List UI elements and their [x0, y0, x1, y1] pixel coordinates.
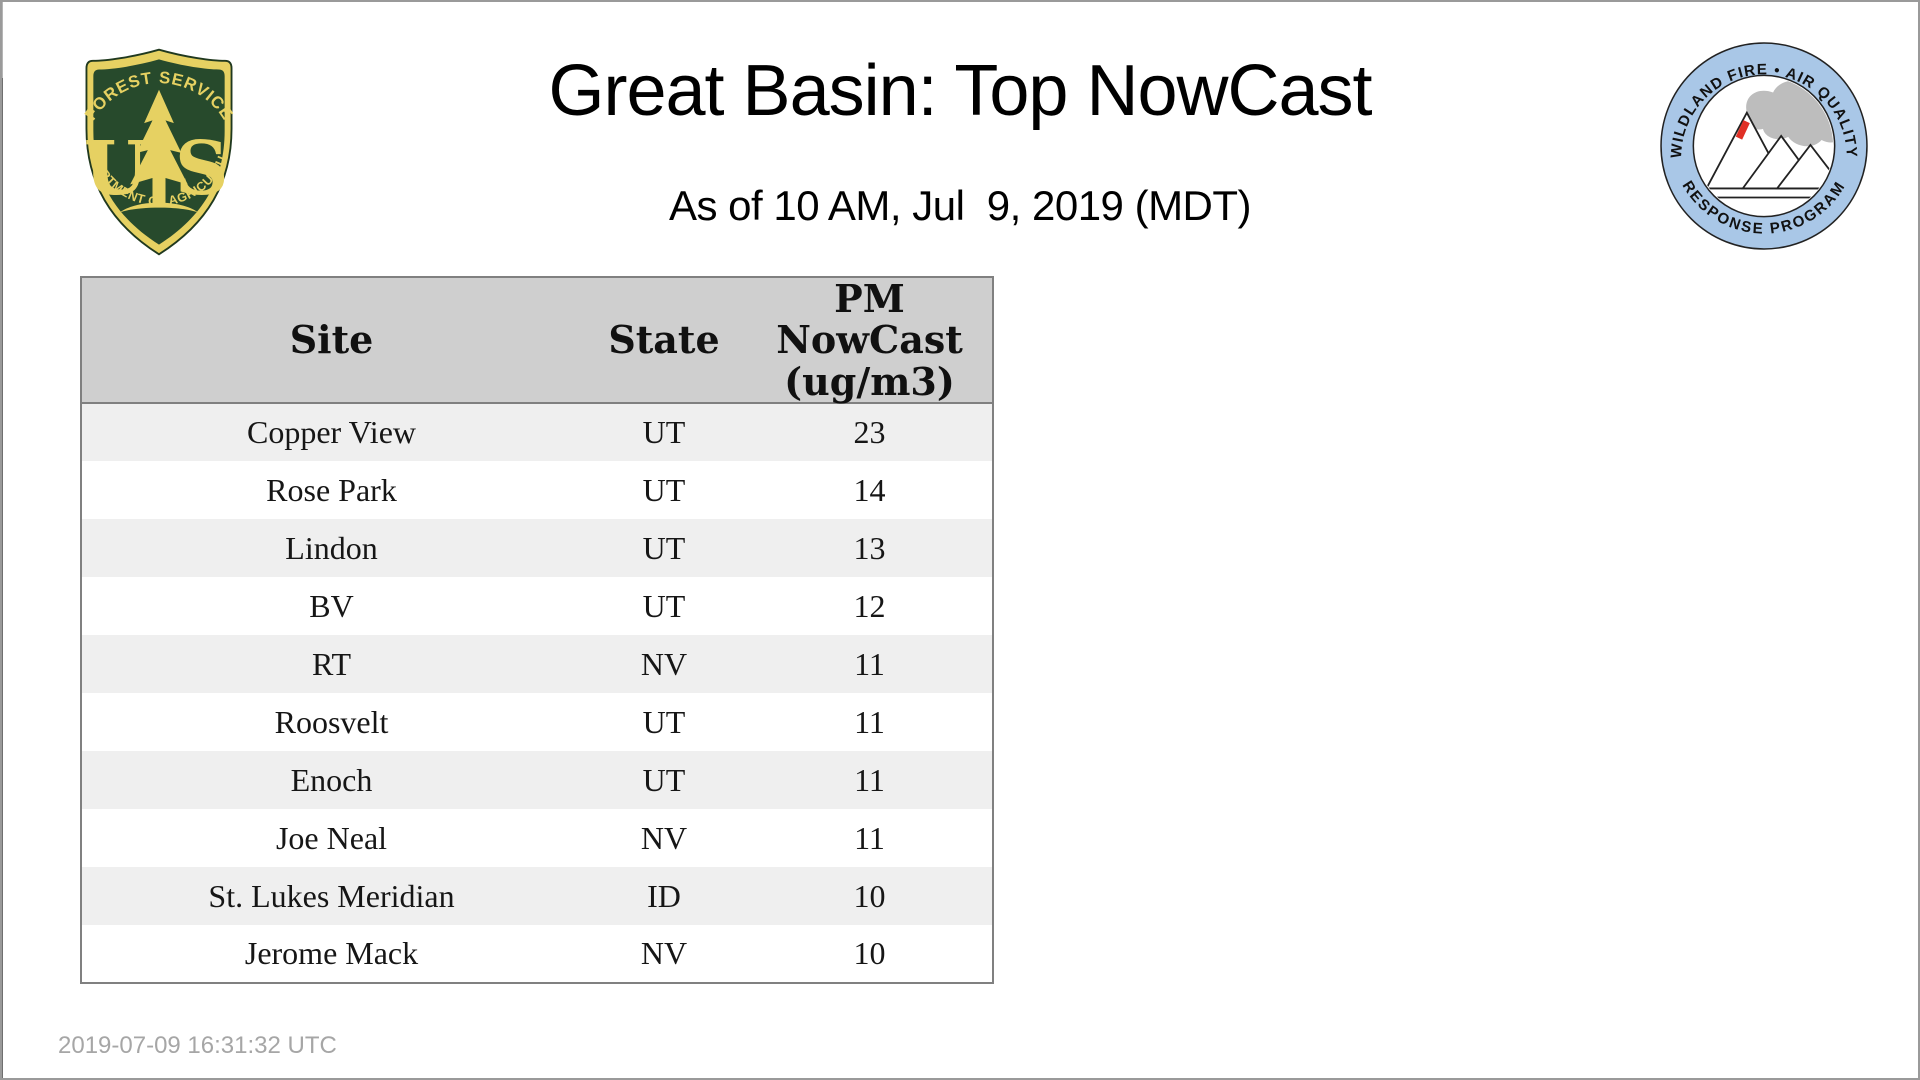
- usfs-logo: U S FOREST SERVICE DEPARTMENT OF AGRICUL…: [66, 46, 236, 256]
- table-row: Enoch UT 11: [81, 751, 993, 809]
- table-row: BV UT 12: [81, 577, 993, 635]
- value-cell: 11: [854, 819, 885, 856]
- site-cell: RT: [312, 645, 351, 682]
- table-row: RT NV 11: [81, 635, 993, 693]
- table-row: Joe Neal NV 11: [81, 809, 993, 867]
- state-cell: UT: [642, 471, 686, 508]
- state-cell: UT: [642, 529, 686, 566]
- airfire-logo: WILDLAND FIRE • AIR QUALITY RESPONSE PRO…: [1660, 42, 1868, 250]
- site-cell: Copper View: [246, 414, 416, 450]
- flame-icon: [1735, 120, 1750, 140]
- nowcast-table: Site State PM NowCast (ug/m3) Copper Vie…: [80, 276, 994, 984]
- state-cell: UT: [642, 414, 686, 450]
- state-cell: NV: [640, 935, 688, 971]
- usfs-letter-u: U: [84, 124, 149, 212]
- value-cell: 13: [853, 529, 886, 566]
- value-cell: 11: [854, 761, 885, 798]
- usfs-letter-s: S: [175, 124, 229, 212]
- column-header-pm-nowcast: PM NowCast (ug/m3): [747, 277, 993, 404]
- value-cell: 11: [854, 645, 885, 682]
- page-title: Great Basin: Top NowCast: [548, 51, 1372, 131]
- generated-timestamp: 2019-07-09 16:31:32 UTC: [58, 1032, 337, 1059]
- state-cell: NV: [640, 819, 688, 856]
- state-cell: UT: [642, 587, 686, 624]
- column-header-state: State: [581, 277, 747, 404]
- column-header-site: Site: [81, 277, 581, 404]
- value-cell: 23: [853, 414, 886, 450]
- site-cell: Enoch: [290, 761, 373, 798]
- site-cell: Roosvelt: [274, 703, 389, 740]
- value-cell: 10: [853, 935, 886, 971]
- value-cell: 10: [853, 877, 886, 914]
- site-cell: Joe Neal: [275, 819, 388, 856]
- site-cell: Rose Park: [266, 471, 397, 508]
- state-cell: ID: [647, 877, 681, 914]
- state-cell: UT: [642, 703, 686, 740]
- state-cell: UT: [642, 761, 686, 798]
- value-cell: 11: [854, 703, 885, 740]
- value-cell: 14: [853, 471, 886, 508]
- site-cell: St. Lukes Meridian: [208, 877, 455, 914]
- table-row: Roosvelt UT 11: [81, 693, 993, 751]
- state-cell: NV: [640, 645, 688, 682]
- site-cell: BV: [309, 587, 354, 624]
- site-cell: Lindon: [285, 529, 378, 566]
- window-left-edge: [0, 0, 3, 1080]
- pine-tree-base: [119, 202, 199, 213]
- table-row: St. Lukes Meridian ID 10: [81, 867, 993, 925]
- table-row: Rose Park UT 14: [81, 461, 993, 519]
- table-row: Copper View UT 23: [81, 403, 993, 461]
- page-subtitle: As of 10 AM, Jul 9, 2019 (MDT): [668, 182, 1252, 229]
- value-cell: 12: [853, 587, 886, 624]
- table-header-row: Site State PM NowCast (ug/m3): [81, 277, 993, 404]
- table-row: Jerome Mack NV 10: [81, 925, 993, 983]
- site-cell: Jerome Mack: [244, 935, 419, 971]
- pine-tree-icon: [130, 89, 188, 204]
- table-row: Lindon UT 13: [81, 519, 993, 577]
